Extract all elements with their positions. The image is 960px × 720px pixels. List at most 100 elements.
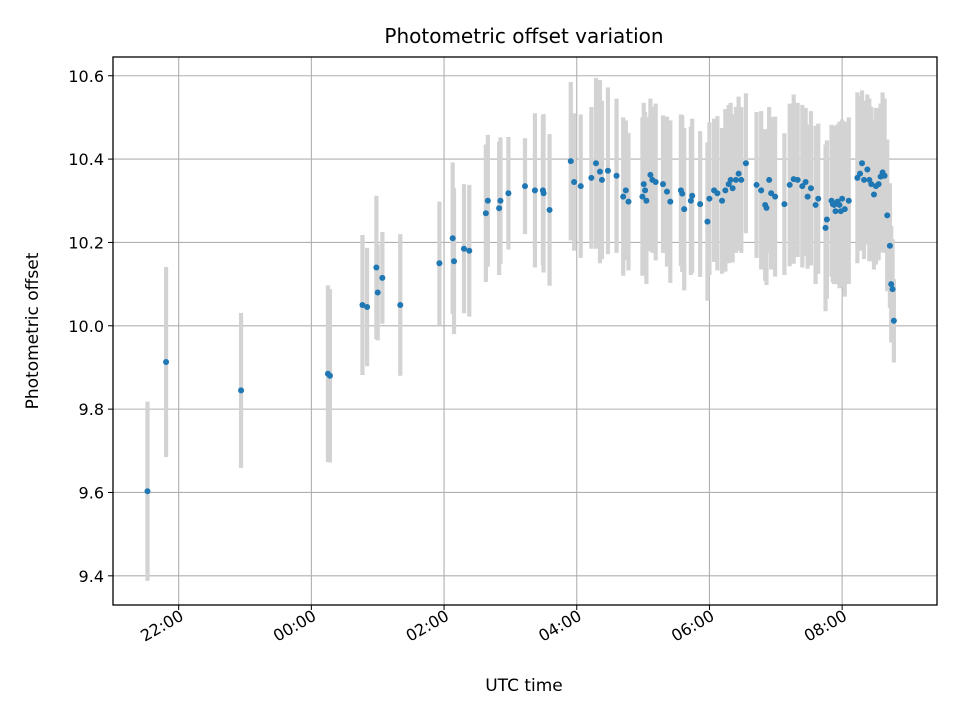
data-point xyxy=(812,201,819,208)
y-tick-label: 10.4 xyxy=(68,150,104,169)
data-point xyxy=(639,193,646,200)
data-point xyxy=(359,301,366,308)
data-point xyxy=(689,192,696,199)
y-tick-label: 10.2 xyxy=(68,233,104,252)
data-point xyxy=(643,197,650,204)
data-point xyxy=(588,174,595,181)
data-point xyxy=(886,242,893,249)
data-point xyxy=(766,176,773,183)
data-point xyxy=(496,205,503,212)
data-point xyxy=(577,183,584,190)
y-tick-label: 9.4 xyxy=(79,567,104,586)
data-point xyxy=(397,301,404,308)
data-point xyxy=(663,188,670,195)
y-tick-label: 9.8 xyxy=(79,400,104,419)
data-point xyxy=(732,176,739,183)
data-point xyxy=(598,176,605,183)
data-point xyxy=(497,197,504,204)
data-point xyxy=(596,168,603,175)
data-point xyxy=(772,193,779,200)
data-point xyxy=(374,289,381,296)
data-point xyxy=(613,172,620,179)
data-point xyxy=(742,160,749,167)
data-point xyxy=(884,212,891,219)
data-point xyxy=(722,187,729,194)
data-point xyxy=(781,201,788,208)
data-point xyxy=(753,181,760,188)
data-point xyxy=(841,206,848,213)
data-point xyxy=(763,204,770,211)
data-point xyxy=(794,176,801,183)
x-axis-title: UTC time xyxy=(485,676,563,696)
data-point xyxy=(786,181,793,188)
data-point xyxy=(890,317,897,324)
data-point xyxy=(859,160,866,167)
plot-frame xyxy=(112,56,938,606)
data-point xyxy=(642,187,649,194)
data-point xyxy=(567,158,574,165)
data-point xyxy=(622,187,629,194)
data-point xyxy=(768,190,775,197)
data-point xyxy=(738,176,745,183)
data-point xyxy=(592,160,599,167)
y-tick-label: 9.6 xyxy=(79,483,104,502)
data-point xyxy=(889,286,896,293)
data-point xyxy=(870,191,877,198)
data-point xyxy=(460,245,467,252)
data-point xyxy=(815,195,822,202)
data-point xyxy=(729,185,736,192)
data-point xyxy=(807,185,814,192)
data-point xyxy=(704,218,711,225)
data-point xyxy=(604,167,611,174)
data-point xyxy=(436,260,443,267)
data-point xyxy=(652,179,659,186)
data-point xyxy=(735,170,742,177)
data-point xyxy=(647,171,654,178)
data-point xyxy=(540,190,547,197)
data-point xyxy=(531,187,538,194)
data-point xyxy=(714,190,721,197)
data-point xyxy=(681,206,688,213)
data-point xyxy=(571,179,578,186)
data-point xyxy=(659,181,666,188)
data-point xyxy=(706,195,713,202)
data-point xyxy=(238,387,245,394)
data-point xyxy=(379,274,386,281)
data-point xyxy=(857,170,864,177)
data-point xyxy=(799,183,806,190)
data-point xyxy=(546,206,553,213)
data-point xyxy=(758,187,765,194)
data-point xyxy=(868,181,875,188)
chart-title: Photometric offset variation xyxy=(384,24,663,48)
data-point xyxy=(482,210,489,217)
y-axis-ticks: 9.4 9.6 9.8 10.0 10.2 10.4 10.6 xyxy=(68,67,113,586)
data-point xyxy=(640,181,647,188)
data-point xyxy=(804,193,811,200)
data-point xyxy=(802,179,809,186)
data-point xyxy=(451,258,458,265)
data-point xyxy=(839,195,846,202)
data-point xyxy=(163,359,170,366)
data-point xyxy=(836,201,843,208)
data-point xyxy=(625,198,632,205)
data-point xyxy=(719,197,726,204)
data-points xyxy=(144,158,897,495)
data-point xyxy=(466,247,473,254)
y-tick-label: 10.0 xyxy=(68,317,104,336)
data-point xyxy=(845,197,852,204)
data-point xyxy=(364,304,371,311)
data-point xyxy=(687,197,694,204)
data-point xyxy=(881,172,888,179)
data-point xyxy=(861,176,868,183)
y-tick-label: 10.6 xyxy=(68,67,104,86)
data-point xyxy=(326,372,333,379)
data-point xyxy=(823,216,830,223)
data-point xyxy=(505,190,512,197)
data-point xyxy=(667,198,674,205)
data-point xyxy=(697,201,704,208)
data-point xyxy=(484,197,491,204)
data-point xyxy=(144,488,151,495)
y-axis-title: Photometric offset xyxy=(23,252,43,409)
